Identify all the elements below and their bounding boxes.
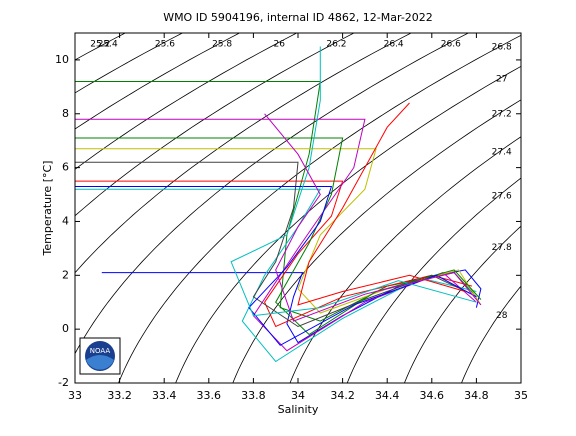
contour-label: 26 <box>274 39 286 49</box>
x-tick-label: 33.8 <box>241 389 266 402</box>
contour-label: 27.6 <box>492 191 512 201</box>
contour-label: 26.2 <box>326 39 346 49</box>
x-tick-label: 34 <box>291 389 305 402</box>
contour-label: 26.4 <box>384 39 404 49</box>
y-tick-label: 10 <box>55 53 69 66</box>
contour-label: 27 <box>496 75 507 85</box>
x-tick-label: 34.6 <box>420 389 445 402</box>
contour-label: 27.8 <box>492 243 512 253</box>
contour-label: 26.6 <box>441 39 461 49</box>
x-axis-label: Salinity <box>278 403 319 416</box>
contour-label: 28 <box>496 311 508 321</box>
x-tick-label: 34.2 <box>330 389 355 402</box>
contour-label: 25.8 <box>212 39 232 49</box>
y-tick-label: 0 <box>62 322 69 335</box>
y-tick-label: 4 <box>62 214 69 227</box>
y-axis-label: Temperature [°C] <box>41 161 54 257</box>
contour-label: 27.4 <box>492 148 512 158</box>
y-tick-label: 2 <box>62 268 69 281</box>
x-tick-label: 33.4 <box>152 389 177 402</box>
logo-text: NOAA <box>90 347 111 355</box>
x-tick-label: 33.2 <box>107 389 132 402</box>
x-tick-label: 34.8 <box>464 389 489 402</box>
y-tick-label: 6 <box>62 161 69 174</box>
noaa-logo: NOAA <box>80 338 120 374</box>
y-tick-label: 8 <box>62 107 69 120</box>
x-tick-label: 33.6 <box>197 389 222 402</box>
x-tick-label: 34.4 <box>375 389 400 402</box>
contour-label: 27.2 <box>492 109 512 119</box>
contour-label: 25.6 <box>155 39 175 49</box>
y-tick-label: -2 <box>58 376 69 389</box>
chart-title: WMO ID 5904196, internal ID 4862, 12-Mar… <box>163 11 433 24</box>
x-tick-label: 35 <box>514 389 528 402</box>
x-tick-label: 33 <box>68 389 82 402</box>
contour-label: 25.4 <box>98 39 118 49</box>
contour-label: 26.8 <box>492 43 512 53</box>
